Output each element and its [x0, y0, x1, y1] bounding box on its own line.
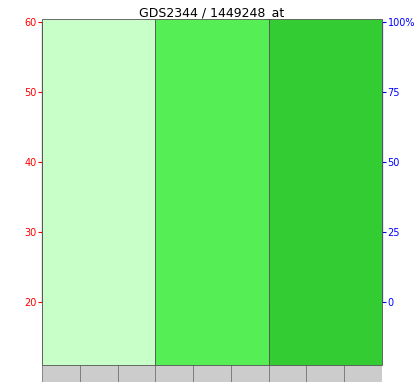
Bar	[168, 232, 181, 302]
Bar	[118, 302, 155, 382]
Text: GSM134717: GSM134717	[207, 305, 216, 351]
Text: GSM134718: GSM134718	[245, 305, 254, 351]
Bar	[307, 302, 344, 382]
Bar	[269, 302, 307, 382]
Bar	[205, 78, 219, 302]
Bar	[172, 253, 176, 302]
Bar	[155, 302, 193, 382]
Text: GSM134719: GSM134719	[283, 305, 292, 351]
Bar	[210, 225, 214, 302]
Text: GSM134714: GSM134714	[94, 305, 103, 351]
Bar	[344, 302, 382, 382]
Bar	[243, 113, 256, 302]
Text: GSM134713: GSM134713	[56, 305, 66, 351]
Bar	[134, 225, 139, 302]
Text: GSM134720: GSM134720	[321, 305, 330, 351]
Text: GSM134716: GSM134716	[170, 305, 179, 351]
Bar	[357, 218, 370, 302]
Bar	[231, 302, 269, 382]
Bar	[42, 302, 80, 382]
Bar	[285, 222, 290, 302]
Bar	[54, 99, 68, 302]
Bar	[130, 88, 143, 302]
Bar	[97, 263, 101, 302]
Bar	[80, 302, 118, 382]
Bar	[92, 246, 105, 302]
Bar	[281, 74, 294, 302]
Bar	[247, 228, 252, 302]
Bar	[361, 253, 365, 302]
Title: GDS2344 / 1449248_at: GDS2344 / 1449248_at	[139, 7, 285, 20]
Bar	[193, 302, 231, 382]
Text: GSM134715: GSM134715	[132, 305, 141, 351]
Bar	[59, 228, 63, 302]
Text: GSM134721: GSM134721	[359, 305, 368, 351]
Bar	[323, 243, 328, 302]
Bar	[319, 155, 332, 302]
